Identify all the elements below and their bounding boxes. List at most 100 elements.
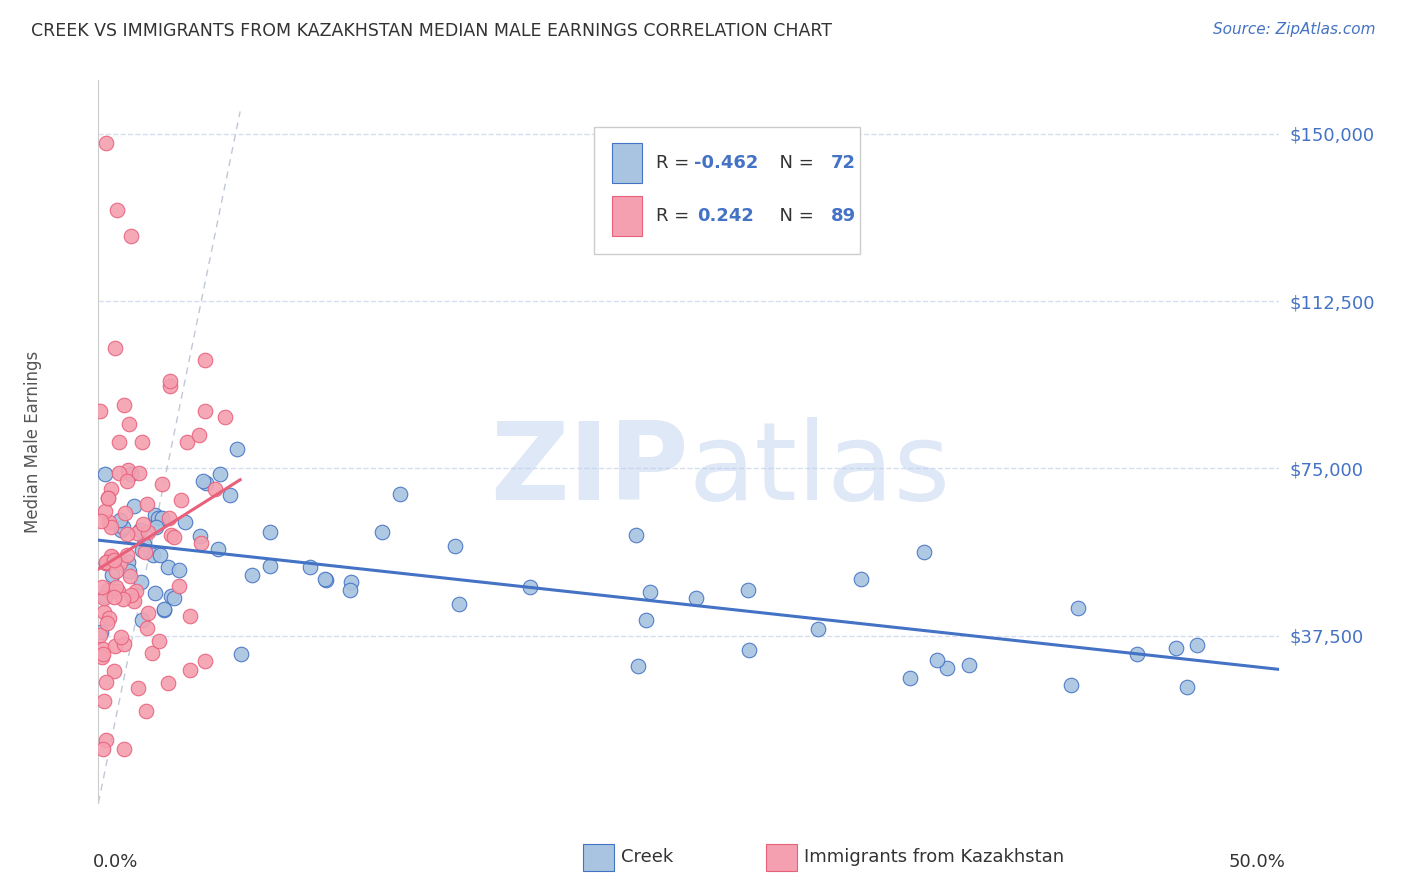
Point xyxy=(936,661,959,675)
Point xyxy=(105,581,128,595)
Point xyxy=(925,653,948,667)
Point xyxy=(141,646,163,660)
Point xyxy=(97,491,120,506)
Point xyxy=(1067,600,1090,615)
Point xyxy=(957,658,980,673)
Point xyxy=(108,434,131,449)
Text: 89: 89 xyxy=(831,207,856,225)
Point xyxy=(93,694,115,708)
Point xyxy=(118,417,141,431)
Point xyxy=(110,524,132,538)
Point xyxy=(849,572,872,586)
Point xyxy=(315,574,337,588)
Point xyxy=(162,591,184,605)
Point xyxy=(145,520,167,534)
Point xyxy=(127,525,149,540)
Point xyxy=(94,590,117,604)
Point xyxy=(160,528,183,542)
Point xyxy=(103,584,125,599)
Text: CREEK VS IMMIGRANTS FROM KAZAKHSTAN MEDIAN MALE EARNINGS CORRELATION CHART: CREEK VS IMMIGRANTS FROM KAZAKHSTAN MEDI… xyxy=(31,22,832,40)
Point xyxy=(807,623,830,637)
Point xyxy=(115,527,138,541)
Point xyxy=(120,588,142,602)
Point xyxy=(208,467,231,482)
Point xyxy=(179,664,201,678)
Point xyxy=(444,539,467,553)
Point xyxy=(225,442,247,456)
Point xyxy=(132,537,155,551)
Point xyxy=(108,467,131,481)
Point xyxy=(94,136,117,150)
Point xyxy=(737,582,759,597)
Point xyxy=(118,564,141,578)
Point xyxy=(93,605,115,619)
Point xyxy=(128,467,150,481)
Point xyxy=(103,664,125,678)
Point xyxy=(91,742,114,756)
Text: Median Male Earnings: Median Male Earnings xyxy=(24,351,42,533)
Point xyxy=(176,434,198,449)
Point xyxy=(112,637,135,651)
Point xyxy=(93,591,115,605)
Text: ZIP: ZIP xyxy=(491,417,689,524)
Point xyxy=(146,511,169,525)
Text: atlas: atlas xyxy=(689,417,950,524)
Text: 0.242: 0.242 xyxy=(697,207,754,225)
Point xyxy=(145,586,167,600)
Point xyxy=(194,475,217,490)
Point xyxy=(214,409,236,424)
Point xyxy=(122,594,145,608)
Point xyxy=(112,592,135,607)
Point xyxy=(638,585,661,599)
Point xyxy=(159,511,181,525)
Text: R =: R = xyxy=(655,207,700,225)
Point xyxy=(624,528,647,542)
Point xyxy=(131,542,153,557)
Point xyxy=(194,404,217,418)
Point xyxy=(159,374,181,388)
Text: N =: N = xyxy=(768,154,820,172)
Point xyxy=(127,681,149,695)
Point xyxy=(148,633,170,648)
Point xyxy=(98,515,121,529)
Point xyxy=(91,647,114,661)
Point xyxy=(125,583,148,598)
Point xyxy=(131,613,153,627)
Text: Creek: Creek xyxy=(621,848,673,866)
Point xyxy=(94,556,117,570)
Point xyxy=(112,742,135,756)
Point xyxy=(118,568,141,582)
Point xyxy=(108,513,131,527)
Point xyxy=(259,525,281,540)
Point xyxy=(370,525,392,540)
Point xyxy=(90,649,112,664)
Point xyxy=(128,524,150,538)
Point xyxy=(204,482,226,496)
Point xyxy=(188,427,211,442)
Point xyxy=(117,555,139,569)
Point xyxy=(1060,677,1083,691)
Text: 50.0%: 50.0% xyxy=(1229,854,1285,871)
Point xyxy=(117,463,139,477)
Point xyxy=(447,597,470,611)
Text: 72: 72 xyxy=(831,154,856,172)
Point xyxy=(170,493,193,508)
Point xyxy=(150,511,173,525)
Point xyxy=(1166,641,1188,656)
Point xyxy=(634,613,657,627)
Bar xyxy=(612,196,641,235)
Point xyxy=(105,564,128,578)
Point xyxy=(160,589,183,603)
Point xyxy=(156,676,179,690)
Point xyxy=(149,548,172,562)
Point xyxy=(97,611,120,625)
Point xyxy=(627,658,650,673)
Point xyxy=(94,557,117,571)
Point xyxy=(96,616,118,631)
Text: -0.462: -0.462 xyxy=(693,154,758,172)
Point xyxy=(194,654,217,668)
Point xyxy=(190,535,212,549)
Point xyxy=(143,508,166,522)
Point xyxy=(121,229,143,244)
Point xyxy=(90,514,112,528)
